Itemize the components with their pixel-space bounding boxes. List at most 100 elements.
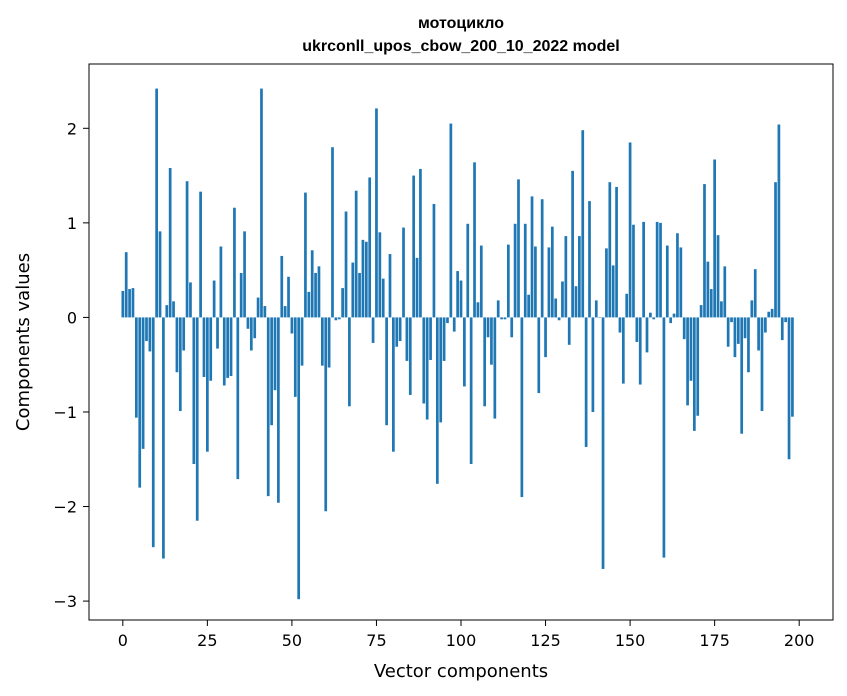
- bar: [784, 317, 788, 323]
- y-tick-label: −1: [53, 403, 77, 422]
- bar: [452, 317, 456, 332]
- bar: [747, 317, 750, 373]
- bar: [395, 317, 399, 347]
- bar: [638, 317, 642, 385]
- bar: [145, 317, 148, 342]
- bar: [280, 255, 284, 318]
- bar: [300, 317, 304, 366]
- bar: [743, 317, 747, 339]
- x-tick-label: 150: [615, 631, 646, 650]
- bar: [385, 317, 388, 426]
- bar: [337, 317, 341, 320]
- x-tick-label: 125: [530, 631, 561, 650]
- bar: [317, 266, 321, 318]
- bar: [740, 317, 744, 434]
- bar: [615, 186, 618, 318]
- bar: [780, 317, 784, 341]
- bar: [547, 247, 551, 318]
- bar: [618, 317, 622, 333]
- bar: [212, 280, 216, 318]
- bar: [544, 317, 547, 358]
- bar: [621, 317, 625, 384]
- bar: [787, 317, 791, 460]
- bar: [632, 224, 635, 318]
- bar: [209, 317, 213, 381]
- y-axis-label: Components values: [13, 253, 34, 431]
- bar: [297, 317, 301, 600]
- bar: [398, 317, 402, 342]
- bar: [320, 317, 324, 366]
- bar: [736, 317, 740, 344]
- bar: [635, 317, 639, 342]
- bar: [439, 317, 443, 423]
- bar: [490, 317, 493, 365]
- bar: [540, 199, 544, 318]
- bar: [199, 191, 202, 318]
- bar: [270, 317, 273, 426]
- bar: [253, 317, 257, 339]
- bar: [138, 317, 142, 488]
- bar: [584, 317, 588, 447]
- bar: [611, 265, 615, 318]
- bar: [523, 223, 527, 318]
- x-tick-label: 25: [197, 631, 217, 650]
- bar: [378, 232, 382, 318]
- bar: [760, 317, 764, 412]
- bar: [767, 311, 771, 318]
- bar: [598, 317, 602, 318]
- x-tick-label: 50: [282, 631, 302, 650]
- bar: [591, 317, 595, 412]
- y-tick-label: −3: [53, 592, 77, 611]
- bar: [463, 317, 466, 387]
- bar: [354, 190, 358, 318]
- bar: [402, 227, 405, 318]
- bar: [655, 221, 659, 318]
- bar: [730, 317, 733, 323]
- bar: [405, 317, 409, 361]
- bar: [236, 317, 240, 480]
- bar: [388, 254, 392, 318]
- bar: [206, 317, 209, 452]
- bar: [314, 272, 317, 318]
- bar: [358, 272, 361, 318]
- bar: [158, 231, 162, 318]
- bar: [513, 223, 517, 318]
- bar: [304, 192, 307, 318]
- bar: [165, 305, 169, 318]
- bar: [459, 280, 463, 318]
- x-tick-label: 0: [118, 631, 128, 650]
- bar: [662, 317, 666, 558]
- y-tick-label: 1: [67, 214, 77, 233]
- bar: [733, 317, 737, 358]
- bar: [324, 317, 328, 512]
- bar: [381, 278, 385, 318]
- bar: [277, 317, 280, 503]
- bar: [429, 317, 432, 360]
- bar: [256, 297, 260, 318]
- bar: [168, 168, 172, 318]
- bar: [371, 317, 375, 343]
- bar: [709, 289, 713, 318]
- bar: [266, 317, 270, 497]
- bar: [408, 317, 412, 395]
- bar: [121, 290, 125, 318]
- bar: [479, 245, 483, 318]
- bar: [175, 317, 179, 373]
- bar: [287, 276, 290, 318]
- bar: [665, 245, 669, 318]
- bar: [449, 123, 453, 318]
- bar: [601, 317, 605, 569]
- plot-frame: [88, 63, 834, 621]
- bar: [178, 317, 182, 412]
- bar: [446, 317, 449, 324]
- bar: [290, 317, 294, 334]
- bar: [216, 317, 219, 349]
- bar: [435, 317, 439, 484]
- bar: [550, 226, 554, 318]
- bar: [432, 203, 436, 318]
- bar: [628, 142, 632, 318]
- bar: [172, 301, 175, 318]
- bar: [483, 317, 487, 407]
- bar: [503, 317, 507, 320]
- bar: [554, 298, 558, 318]
